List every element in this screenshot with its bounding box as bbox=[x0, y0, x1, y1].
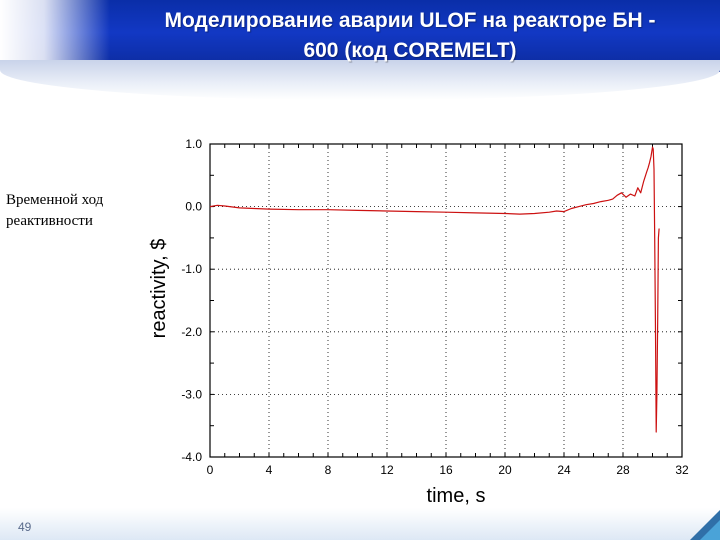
y-axis-label: reactivity, $ bbox=[148, 239, 170, 339]
series-line bbox=[209, 146, 660, 433]
page-number: 49 bbox=[18, 520, 32, 534]
x-tick-label: 0 bbox=[207, 463, 214, 477]
x-axis-label: time, s bbox=[427, 485, 486, 507]
y-tick-label: -1.0 bbox=[181, 262, 202, 276]
slide-title-line1: Моделирование аварии ULOF на реакторе БН… bbox=[164, 9, 656, 32]
x-tick-label: 24 bbox=[557, 463, 571, 477]
y-tick-label: -3.0 bbox=[181, 387, 202, 401]
y-tick-label: 0.0 bbox=[185, 200, 202, 214]
side-label: Временной ход реактивности bbox=[6, 192, 104, 229]
y-tick-label: -2.0 bbox=[181, 325, 202, 339]
slide-title: Моделирование аварии ULOF на реакторе БН… bbox=[110, 6, 710, 66]
x-tick-label: 20 bbox=[498, 463, 512, 477]
x-tick-label: 8 bbox=[325, 463, 332, 477]
y-tick-label: 1.0 bbox=[185, 137, 202, 151]
x-tick-label: 16 bbox=[439, 463, 453, 477]
slide-title-line2: 600 (код COREMELT) bbox=[303, 39, 517, 62]
corner-decoration-icon bbox=[690, 510, 720, 540]
footer-band bbox=[0, 508, 720, 540]
x-tick-label: 4 bbox=[266, 463, 273, 477]
x-tick-label: 12 bbox=[380, 463, 394, 477]
x-tick-label: 28 bbox=[616, 463, 630, 477]
plot-frame bbox=[209, 143, 683, 458]
x-tick-label: 32 bbox=[675, 463, 689, 477]
y-tick-label: -4.0 bbox=[181, 450, 202, 464]
